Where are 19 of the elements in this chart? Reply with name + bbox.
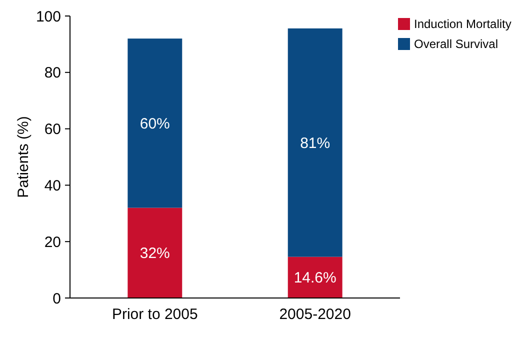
y-tick-label: 40 [44, 177, 61, 194]
data-label: 14.6% [294, 270, 336, 287]
legend-label: Induction Mortality [414, 17, 512, 32]
x-tick-label: Prior to 2005 [112, 306, 198, 323]
y-tick-label: 60 [44, 121, 61, 138]
y-tick-label: 20 [44, 234, 61, 251]
bar [128, 208, 182, 298]
y-tick-label: 80 [44, 64, 61, 82]
data-label: 81% [300, 134, 330, 152]
y-axis-title: Patients (%) [15, 116, 32, 198]
x-tick-label: 2005-2020 [279, 306, 351, 323]
data-label: 32% [140, 245, 170, 262]
data-label: 60% [140, 115, 170, 132]
bar [128, 38, 182, 208]
y-tick-label: 100 [36, 8, 61, 26]
y-tick-label: 0 [52, 290, 61, 308]
legend-label: Overall Survival [414, 37, 498, 52]
bar [288, 28, 342, 257]
bar [288, 256, 342, 298]
